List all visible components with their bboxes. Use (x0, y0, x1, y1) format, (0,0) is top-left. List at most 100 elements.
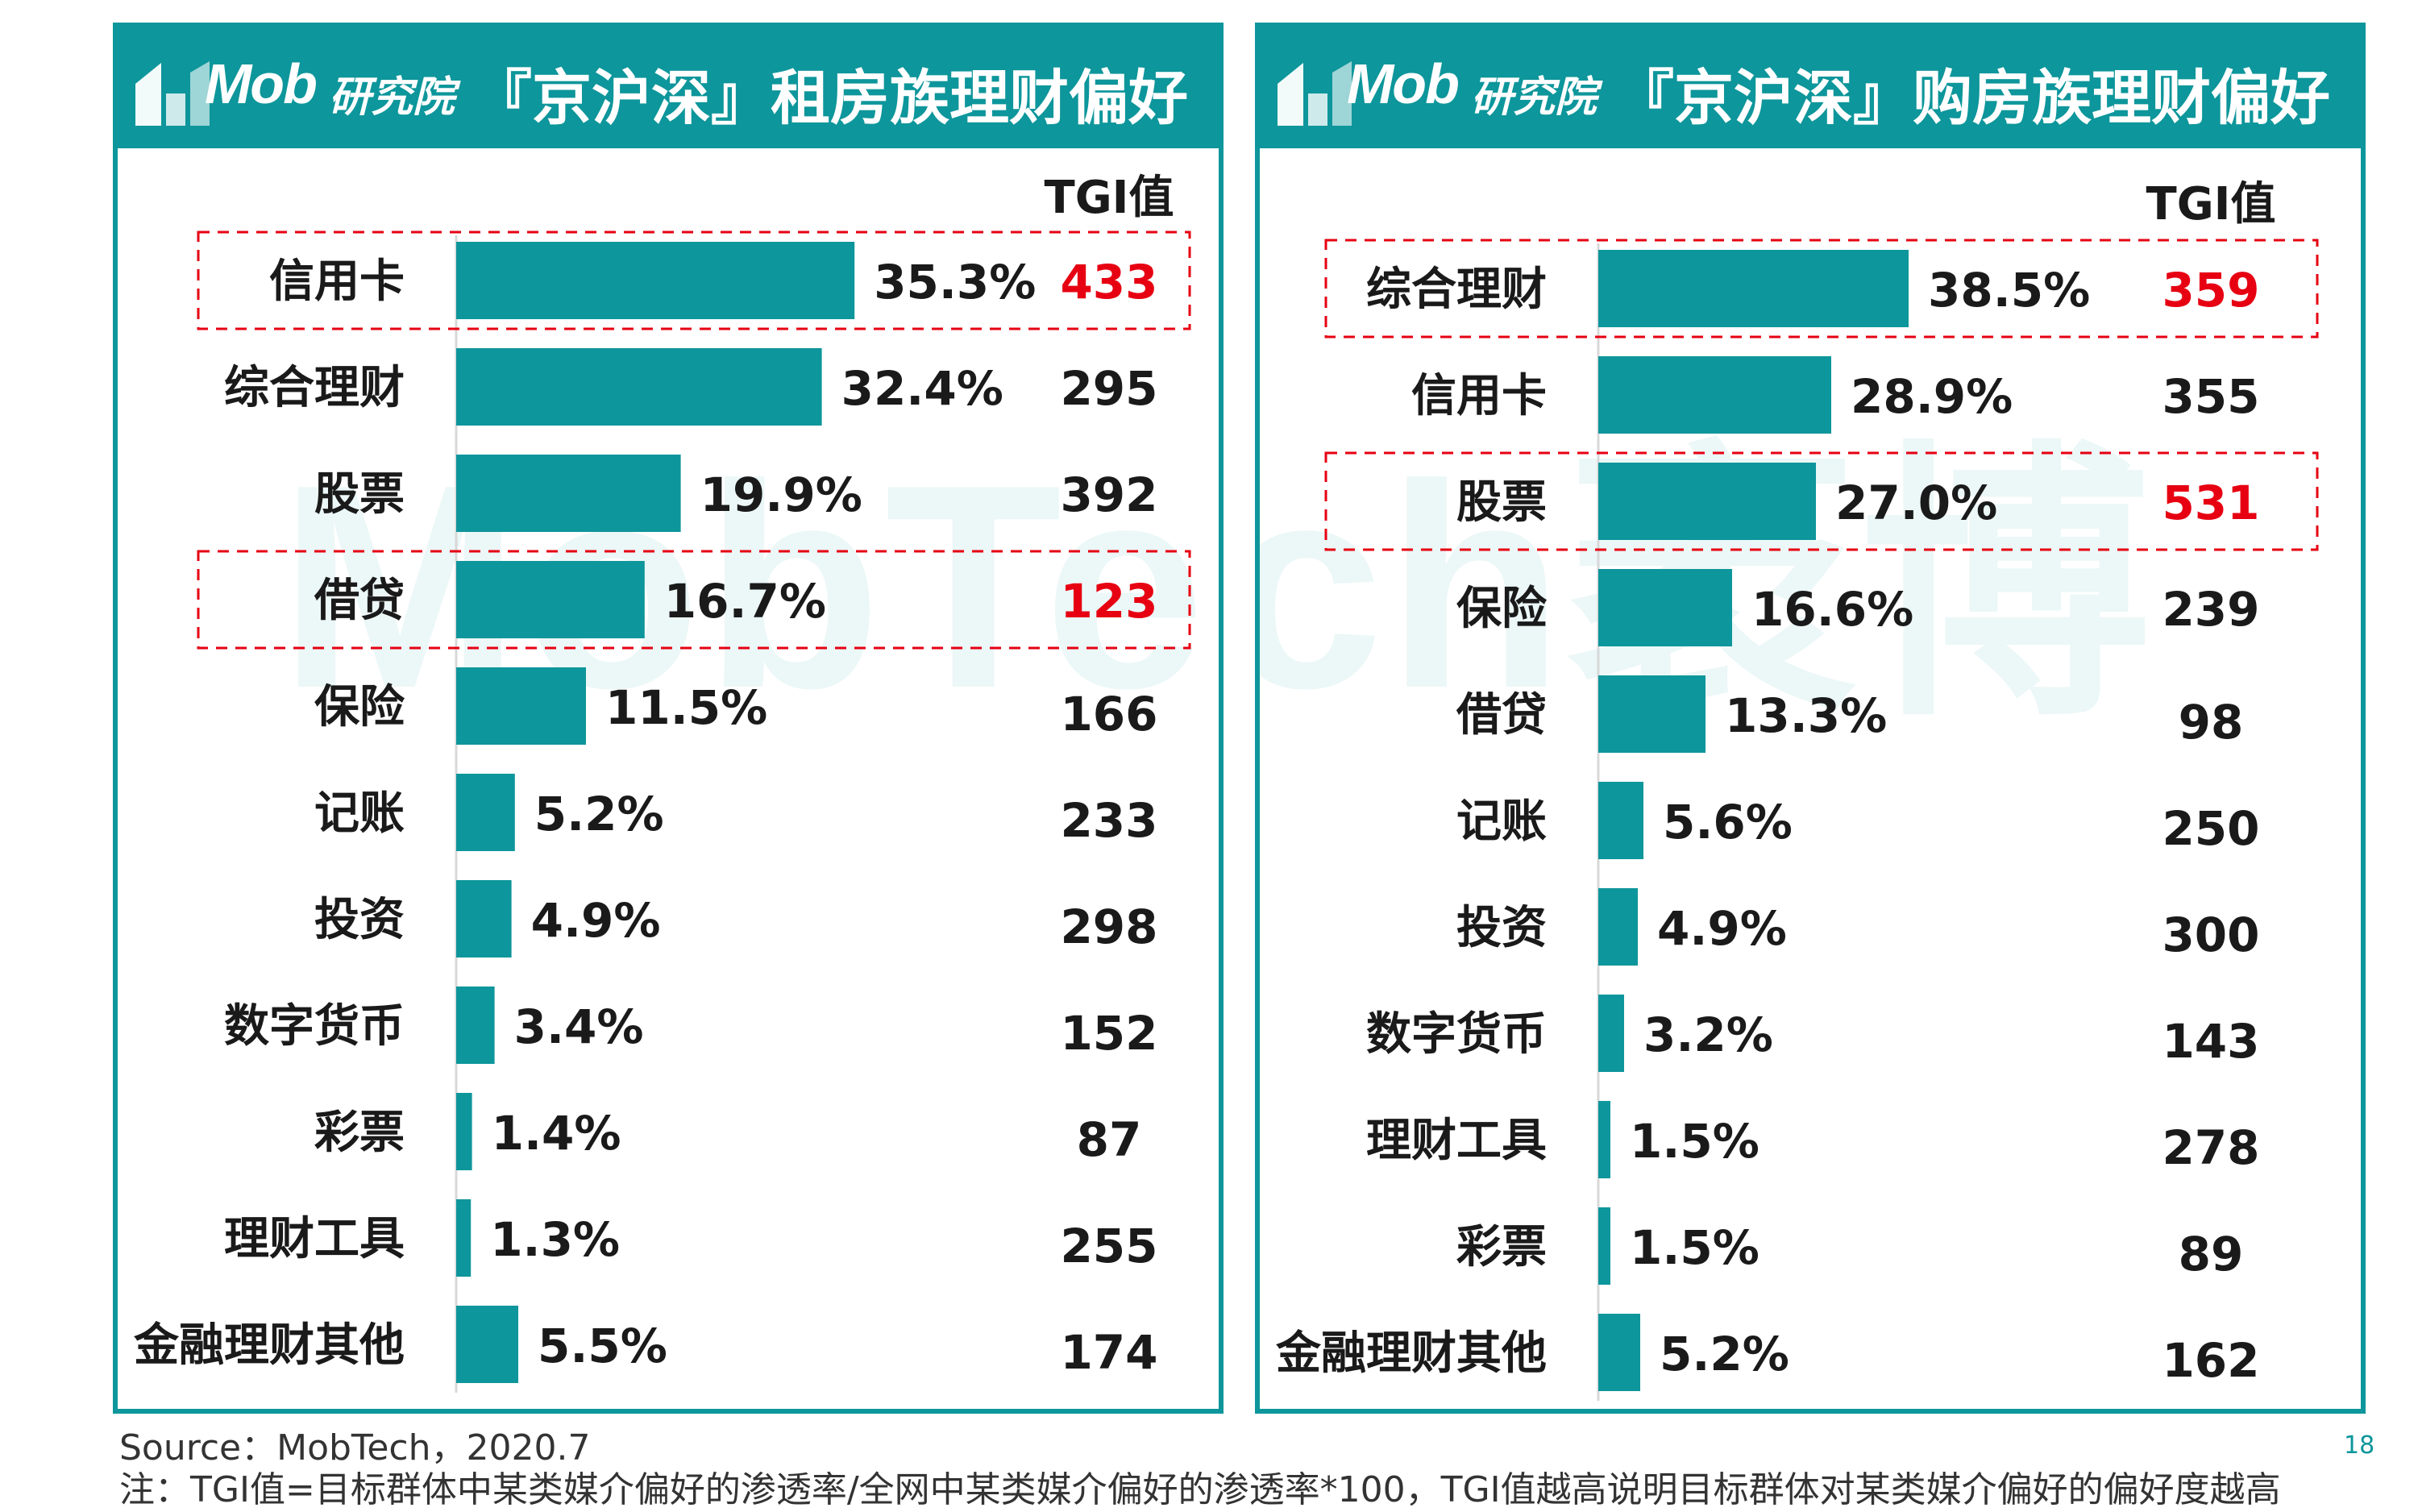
category-label: 记账 (1456, 795, 1547, 848)
brand-cn: 研究院 (1471, 73, 1597, 122)
tgi-value: 166 (1060, 687, 1157, 741)
highlight-box (197, 231, 1191, 330)
value-label: 3.2% (1643, 1007, 1773, 1062)
tgi-value: 123 (1060, 574, 1157, 629)
value-label: 28.9% (1851, 369, 2013, 424)
value-label: 4.9% (531, 893, 661, 948)
bar (456, 667, 586, 745)
category-label: 信用卡 (269, 255, 405, 308)
bar (1598, 356, 1831, 434)
bar (1598, 782, 1643, 859)
tgi-value: 98 (2179, 695, 2244, 750)
value-label: 3.4% (514, 999, 644, 1054)
value-label: 5.2% (1660, 1327, 1789, 1381)
value-label: 5.6% (1663, 795, 1793, 849)
tgi-value: 255 (1060, 1219, 1157, 1273)
tgi-column-header: TGI值 (1045, 172, 1174, 224)
category-label: 金融理财其他 (1275, 1327, 1547, 1380)
tgi-value: 355 (2162, 369, 2259, 424)
category-label: 保险 (314, 681, 405, 733)
tgi-value: 233 (1060, 793, 1157, 848)
left-chart-panel: MobTech袤博 Mob 研究院 『京沪深』租房族理财偏好 TGI值信用卡35… (113, 23, 1224, 1414)
category-label: 综合理财 (1366, 264, 1547, 316)
category-label: 借贷 (1456, 689, 1547, 741)
value-label: 16.7% (664, 574, 826, 629)
mob-logo-icon (135, 61, 210, 126)
bar (456, 987, 495, 1064)
category-label: 股票 (314, 468, 405, 521)
category-label: 金融理财其他 (133, 1319, 405, 1372)
bar (456, 242, 855, 319)
tgi-definition-note: 注：TGI值=目标群体中某类媒介偏好的渗透率/全网中某类媒介偏好的渗透率*100… (119, 1469, 2281, 1510)
category-label: 保险 (1456, 583, 1548, 635)
tgi-value: 250 (2162, 801, 2259, 856)
bar (456, 1306, 518, 1383)
category-label: 数字货币 (1366, 1008, 1547, 1061)
mob-logo-icon (1278, 61, 1352, 126)
bar (456, 348, 822, 426)
value-label: 13.3% (1725, 688, 1887, 743)
value-label: 1.3% (490, 1212, 620, 1267)
highlight-box (1324, 239, 2319, 339)
value-label: 1.4% (492, 1106, 621, 1161)
tgi-value: 295 (1060, 361, 1157, 416)
brand-name: Mob (205, 52, 318, 115)
value-label: 4.9% (1657, 901, 1787, 956)
value-label: 1.5% (1630, 1220, 1759, 1275)
category-label: 投资 (1456, 902, 1547, 954)
tgi-value: 392 (1060, 467, 1157, 522)
value-label: 32.4% (841, 361, 1003, 416)
bar (456, 1093, 472, 1170)
tgi-value: 87 (1077, 1112, 1142, 1167)
value-label: 16.6% (1751, 582, 1913, 637)
category-label: 理财工具 (1366, 1115, 1547, 1167)
value-label: 35.3% (874, 255, 1036, 309)
category-label: 股票 (1456, 476, 1547, 529)
bar (1598, 569, 1732, 646)
value-label: 5.5% (538, 1319, 667, 1373)
category-label: 投资 (314, 894, 405, 946)
panel-header: Mob 研究院 『京沪深』租房族理财偏好 (118, 27, 1219, 148)
bar (1598, 675, 1705, 753)
value-label: 1.5% (1630, 1114, 1759, 1169)
bar (456, 774, 515, 851)
tgi-value: 298 (1060, 899, 1157, 954)
bar (1598, 1101, 1610, 1178)
value-label: 27.0% (1835, 476, 1997, 530)
bar (456, 880, 512, 957)
bar (1598, 1314, 1640, 1391)
tgi-value: 152 (1060, 1006, 1157, 1061)
tgi-value: 278 (2162, 1120, 2259, 1175)
category-label: 彩票 (1456, 1221, 1547, 1273)
tgi-value: 143 (2162, 1014, 2259, 1069)
chart-title: 『京沪深』购房族理财偏好 (1614, 64, 2330, 133)
category-label: 数字货币 (224, 1000, 405, 1053)
highlight-box (197, 550, 1191, 650)
value-label: 38.5% (1928, 263, 2090, 318)
tgi-value: 300 (2162, 908, 2259, 962)
bar (1598, 1207, 1610, 1285)
tgi-value: 531 (2162, 476, 2259, 530)
bar (456, 561, 645, 638)
bar (456, 1199, 472, 1277)
panel-header: Mob 研究院 『京沪深』购房族理财偏好 (1260, 27, 2361, 148)
category-label: 彩票 (314, 1107, 405, 1159)
chart-title: 『京沪深』租房族理财偏好 (472, 64, 1188, 133)
value-label: 11.5% (605, 680, 767, 735)
bar (456, 455, 681, 532)
category-label: 记账 (314, 787, 405, 840)
right-chart-panel: MobTech袤博 Mob 研究院 『京沪深』购房族理财偏好 TGI值综合理财3… (1255, 23, 2366, 1414)
tgi-value: 174 (1060, 1325, 1157, 1380)
bar (1598, 463, 1816, 540)
category-label: 综合理财 (224, 362, 405, 414)
tgi-value: 89 (2179, 1227, 2244, 1281)
source-note: Source：MobTech，2020.7 (119, 1427, 591, 1468)
highlight-box (1324, 451, 2319, 551)
tgi-value: 162 (2162, 1333, 2259, 1388)
category-label: 理财工具 (224, 1213, 405, 1265)
page-number: 18 (2344, 1431, 2375, 1460)
tgi-value: 359 (2162, 263, 2259, 318)
tgi-value: 433 (1060, 255, 1157, 309)
